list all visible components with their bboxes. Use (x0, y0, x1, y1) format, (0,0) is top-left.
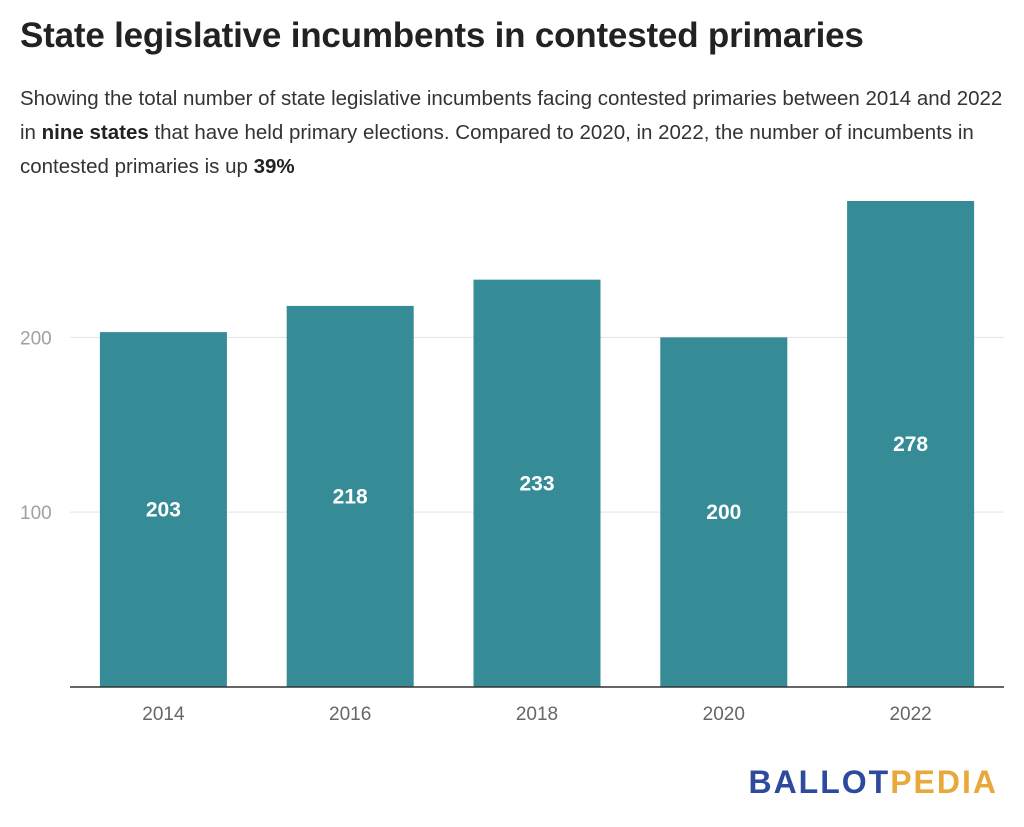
subtitle-bold-percent: 39% (253, 155, 295, 178)
x-category-label: 2020 (703, 704, 745, 725)
bar-2020 (660, 337, 788, 687)
subtitle-text-1: Showing the total number of state legisl… (20, 87, 1003, 144)
ballotpedia-logo: BALLOTPEDIA (748, 764, 998, 801)
x-category-label: 2022 (889, 704, 931, 725)
subtitle-text-2: that have held primary elections. Compar… (20, 121, 974, 178)
y-tick-label: 200 (20, 328, 52, 349)
x-category-label: 2016 (329, 704, 371, 725)
bar-value-label: 278 (893, 433, 928, 456)
chart-subtitle: Showing the total number of state legisl… (20, 82, 1010, 184)
bar-2014 (99, 332, 227, 687)
x-category-label: 2018 (516, 704, 558, 725)
x-category-label: 2014 (142, 704, 185, 725)
subtitle-bold-states: nine states (41, 121, 149, 144)
bars (99, 201, 975, 687)
bar-2018 (473, 279, 601, 687)
y-tick-label: 100 (20, 503, 52, 524)
chart-title: State legislative incumbents in conteste… (20, 16, 864, 55)
bar-value-label: 203 (146, 499, 181, 522)
bar-value-label: 218 (333, 485, 368, 508)
data-labels: 203 218 233 200 278 (146, 433, 929, 524)
logo-part-ballot: BALLOT (748, 764, 891, 800)
bar-2016 (286, 305, 414, 687)
logo-part-pedia: PEDIA (890, 764, 998, 800)
bar-value-label: 233 (519, 472, 554, 495)
bar-2022 (847, 201, 975, 687)
bar-chart: 203 218 233 200 278 100 200 2014 2016 2018 2020 20… (20, 201, 1004, 725)
bar-value-label: 200 (706, 501, 741, 524)
axes: 100 200 2014 2016 2018 2020 2022 (20, 328, 1004, 725)
